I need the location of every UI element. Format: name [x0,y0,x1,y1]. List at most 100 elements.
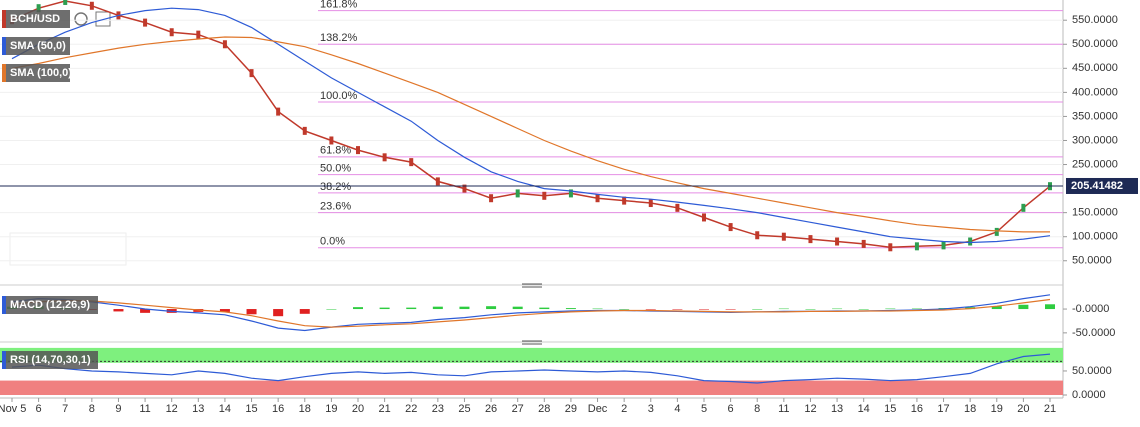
legend-label: SMA (100,0) [10,67,72,79]
legend-label: BCH/USD [10,13,60,25]
x-tick-label: 17 [937,403,949,415]
x-tick-label: 27 [512,403,524,415]
last-price-box [1066,177,1138,194]
price-candle [249,69,254,78]
legend-item[interactable]: BCH/USD [2,10,70,28]
price-candle [409,158,414,167]
x-tick-label: 29 [565,403,577,415]
macd-histogram-bar [858,309,869,310]
y-tick-label: 500.0000 [1072,38,1118,50]
series-line [11,0,1051,249]
price-candle [941,241,946,250]
macd-histogram-bar [512,306,523,310]
x-tick-label: 13 [192,403,204,415]
price-candle [994,227,999,236]
price-candle [622,196,627,205]
macd-histogram-bar [1045,304,1055,310]
y-tick-label: 400.0000 [1072,86,1118,98]
legend-box [2,296,98,314]
x-tick-label: 28 [538,403,550,415]
fib-label: 100.0% [320,90,358,102]
legend-label: MACD (12,26,9) [10,299,90,311]
price-candle [63,0,68,5]
price-candle [808,235,813,244]
price-candle [356,146,360,155]
x-tick-label: 21 [378,403,390,415]
y-tick-label: 350.0000 [1072,110,1118,122]
x-tick-label: 2 [621,403,627,415]
macd-histogram-bar [672,309,683,310]
macd-histogram-bar [432,306,443,310]
x-tick-label: 26 [485,403,497,415]
y-tick-label: -50.0000 [1072,327,1115,339]
toolbar[interactable] [74,11,111,27]
y-tick-label: 50.0000 [1072,255,1112,267]
x-tick-label: 14 [858,403,870,415]
macd-histogram-bar [991,306,1002,310]
x-tick-label: 3 [648,403,654,415]
legend-item[interactable]: SMA (100,0) [2,64,72,82]
legend-item[interactable]: SMA (50,0) [2,37,70,55]
macd-histogram-bar [273,309,284,317]
macd-histogram-bar [459,306,470,310]
price-candle [755,231,760,240]
fib-label: 61.8% [320,145,351,157]
legend-item[interactable]: RSI (14,70,30,1) [2,351,98,369]
fib-label: 50.0% [320,163,351,175]
fib-label: 23.6% [320,201,351,213]
panel-handle[interactable] [522,283,542,288]
macd-histogram-bar [752,309,763,310]
price-candle [781,232,786,241]
y-tick-label: -0.0000 [1072,303,1109,315]
x-tick-label: 16 [911,403,923,415]
macd-histogram-bar [699,309,709,310]
x-tick-label: 19 [991,403,1003,415]
price-candle [382,153,387,162]
x-tick-label: 7 [62,403,68,415]
macd-histogram-bar [565,308,576,310]
price-candle [515,189,520,198]
legend-box [2,37,70,55]
x-tick-label: 12 [804,403,816,415]
price-candle [36,4,41,13]
legend-swatch [2,351,6,369]
y-tick-label: 150.0000 [1072,207,1118,219]
y-tick-label: 250.0000 [1072,158,1118,170]
rsi-band [0,347,1063,363]
x-tick-label: 14 [219,403,231,415]
y-tick-label: 300.0000 [1072,134,1118,146]
x-tick-label: 20 [1017,403,1029,415]
legend-swatch [2,296,6,314]
series-line [11,7,1051,244]
series-line [11,353,1051,384]
macd-histogram-bar [911,308,922,310]
price-candle [302,126,307,135]
macd-histogram-bar [406,307,417,310]
y-tick-label: 0.0000 [1072,389,1106,401]
x-tick-label: 6 [728,403,734,415]
panel-handle[interactable] [522,340,542,345]
legend-swatch [2,64,6,82]
x-tick-label: Nov 5 [0,403,26,415]
macd-histogram-bar [379,307,390,310]
legend-box [2,64,70,82]
price-candle [1021,203,1026,212]
price-candle [489,194,494,203]
macd-histogram-bar [326,309,337,310]
macd-histogram-bar [219,309,230,312]
price-candle [143,18,148,27]
price-candle [568,189,573,198]
x-tick-label: 15 [884,403,896,415]
macd-histogram-bar [778,308,789,310]
price-candle [196,30,201,39]
macd-histogram-bar [1018,304,1029,310]
price-candle [89,1,94,10]
x-tick-label: Dec [588,403,608,415]
x-tick-label: 23 [432,403,444,415]
x-tick-label: 15 [245,403,257,415]
price-candle [169,28,174,37]
legend-item[interactable]: MACD (12,26,9) [2,296,98,314]
y-tick-label: 100.0000 [1072,231,1118,243]
